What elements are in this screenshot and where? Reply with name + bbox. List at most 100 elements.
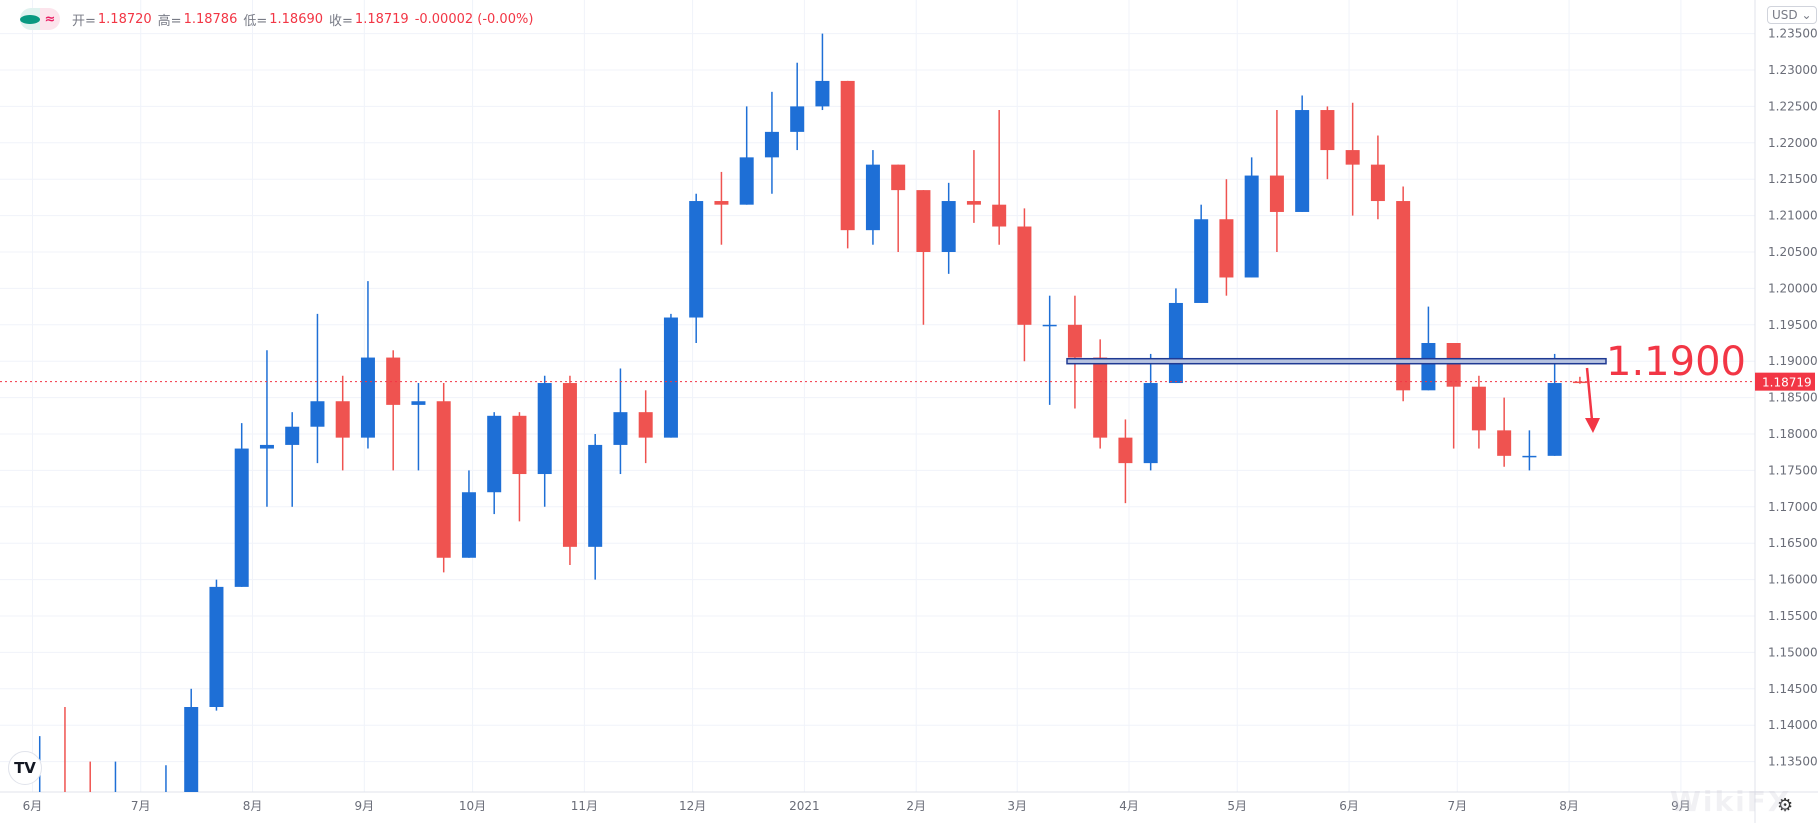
watermark: WikiFX bbox=[1670, 785, 1792, 818]
candle-body bbox=[184, 707, 199, 792]
candle-body bbox=[1370, 164, 1385, 202]
candle-body bbox=[815, 80, 830, 107]
candle-body bbox=[1219, 219, 1234, 278]
candle-body bbox=[1244, 175, 1259, 278]
candle-body bbox=[790, 106, 805, 132]
candle-body bbox=[259, 444, 274, 449]
candle-body bbox=[1042, 324, 1057, 327]
symbol-toggle[interactable]: ≈ bbox=[20, 8, 60, 30]
y-tick-label: 1.21000 bbox=[1768, 209, 1818, 223]
y-tick-label: 1.23000 bbox=[1768, 63, 1818, 77]
candle-body bbox=[1345, 150, 1360, 165]
y-tick-label: 1.13500 bbox=[1768, 755, 1818, 769]
x-tick-label: 8月 bbox=[243, 799, 263, 813]
y-tick-label: 1.15000 bbox=[1768, 645, 1818, 659]
last-price-label: 1.18719 bbox=[1762, 376, 1812, 390]
candle-body bbox=[1446, 343, 1461, 387]
candle-body bbox=[739, 157, 754, 205]
y-tick-label: 1.22000 bbox=[1768, 136, 1818, 150]
close-label: 收= bbox=[329, 13, 353, 29]
x-tick-label: 12月 bbox=[679, 799, 706, 813]
level-annotation: 1.1900 bbox=[1606, 339, 1746, 385]
candle-body bbox=[562, 383, 577, 547]
candle-body bbox=[234, 448, 249, 587]
approx-icon: ≈ bbox=[40, 8, 60, 30]
x-tick-label: 7月 bbox=[1447, 799, 1467, 813]
candle-body bbox=[1017, 226, 1032, 325]
x-tick-label: 8月 bbox=[1559, 799, 1579, 813]
candle-body bbox=[537, 383, 552, 475]
candle-body bbox=[1194, 219, 1209, 303]
candle-body bbox=[1572, 381, 1587, 384]
x-tick-label: 11月 bbox=[571, 799, 598, 813]
open-value: 1.18720 bbox=[97, 11, 152, 27]
x-tick-label: 6月 bbox=[1339, 799, 1359, 813]
y-tick-label: 1.23500 bbox=[1768, 27, 1818, 41]
candle-body bbox=[1471, 386, 1486, 431]
y-tick-label: 1.20500 bbox=[1768, 245, 1818, 259]
y-tick-label: 1.20000 bbox=[1768, 281, 1818, 295]
x-tick-label: 5月 bbox=[1227, 799, 1247, 813]
gear-icon[interactable]: ⚙ bbox=[1777, 795, 1794, 816]
x-tick-label: 2021 bbox=[789, 799, 820, 813]
candle-body bbox=[512, 415, 527, 475]
arrow-head-icon bbox=[1585, 418, 1600, 433]
level-box bbox=[1066, 357, 1607, 365]
y-tick-label: 1.19500 bbox=[1768, 318, 1818, 332]
candles bbox=[38, 33, 1587, 792]
x-tick-label: 10月 bbox=[459, 799, 486, 813]
candle-body bbox=[209, 586, 224, 707]
candle-body bbox=[335, 401, 350, 438]
y-tick-label: 1.15500 bbox=[1768, 609, 1818, 623]
candle-body bbox=[386, 357, 401, 405]
x-tick-label: 2月 bbox=[906, 799, 926, 813]
candle-body bbox=[1269, 175, 1284, 212]
candle-body bbox=[941, 201, 956, 252]
y-tick-label: 1.17000 bbox=[1768, 500, 1818, 514]
low-value: 1.18690 bbox=[269, 11, 324, 27]
candle-body bbox=[891, 164, 906, 191]
open-label: 开= bbox=[72, 13, 96, 29]
y-tick-label: 1.14500 bbox=[1768, 682, 1818, 696]
candle-body bbox=[1522, 455, 1537, 458]
close-value: 1.18719 bbox=[354, 11, 409, 27]
x-tick-label: 7月 bbox=[131, 799, 151, 813]
candle-body bbox=[588, 444, 603, 547]
x-tick-label: 4月 bbox=[1119, 799, 1139, 813]
y-tick-label: 1.16000 bbox=[1768, 573, 1818, 587]
candle-body bbox=[1396, 201, 1411, 391]
candle-body bbox=[992, 204, 1007, 227]
candle-body bbox=[1093, 357, 1108, 438]
status-dot-icon bbox=[20, 14, 40, 24]
candle-body bbox=[411, 401, 426, 405]
candle-body bbox=[663, 317, 678, 438]
candle-body bbox=[840, 80, 855, 231]
tradingview-logo[interactable]: TV bbox=[8, 751, 42, 785]
candle-body bbox=[638, 412, 653, 438]
low-label: 低= bbox=[243, 13, 268, 29]
candle-body bbox=[360, 357, 375, 438]
last-price-label-bg bbox=[1755, 372, 1815, 391]
change-value: -0.00002 (-0.00%) bbox=[414, 11, 534, 27]
candle-body bbox=[1295, 110, 1310, 212]
candle-body bbox=[461, 492, 476, 558]
y-tick-label: 1.21500 bbox=[1768, 172, 1818, 186]
candle-body bbox=[1547, 383, 1562, 456]
x-tick-label: 9月 bbox=[1671, 799, 1691, 813]
candle-body bbox=[1421, 343, 1436, 391]
x-tick-label: 3月 bbox=[1007, 799, 1027, 813]
candle-body bbox=[1118, 437, 1133, 464]
y-tick-label: 1.19000 bbox=[1768, 354, 1818, 368]
candle-body bbox=[714, 201, 729, 205]
y-tick-label: 1.18500 bbox=[1768, 391, 1818, 405]
candle-body bbox=[966, 201, 981, 205]
candle-body bbox=[1320, 110, 1335, 151]
candle-body bbox=[310, 401, 325, 427]
y-tick-label: 1.14000 bbox=[1768, 718, 1818, 732]
y-tick-label: 1.18000 bbox=[1768, 427, 1818, 441]
currency-button[interactable]: USD ⌄ bbox=[1767, 6, 1817, 24]
candle-body bbox=[285, 426, 300, 445]
high-label: 高= bbox=[157, 13, 182, 29]
candle-body bbox=[916, 190, 931, 252]
